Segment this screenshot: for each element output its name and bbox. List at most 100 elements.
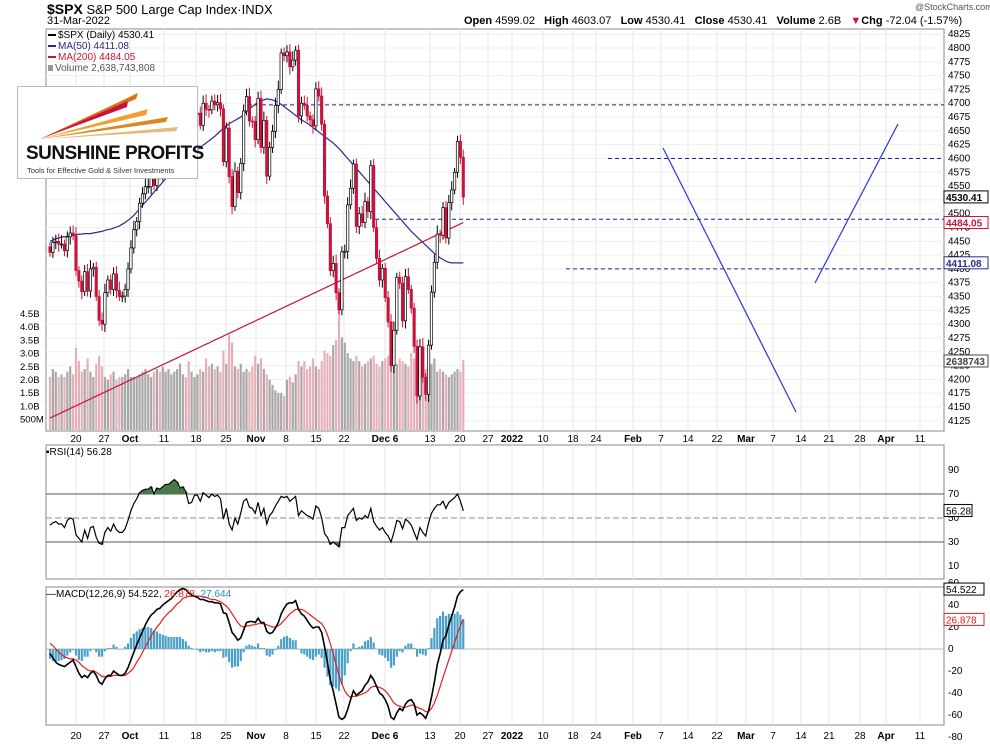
x-tick-label: 18 [190,434,202,445]
rsi-tick-label: 50 [948,513,960,524]
candle-body [366,201,370,212]
x-tick-label: 21 [823,731,835,742]
volume-bar [392,361,396,430]
macd-histogram-bar [274,649,277,651]
macd-tick-label: -40 [948,688,963,699]
macd-histogram-bar [173,636,176,649]
macd-histogram-bar [164,635,167,649]
candle-body [91,266,95,270]
macd-histogram-bar [309,649,312,659]
volume-bar [265,374,268,430]
macd-histogram-bar [335,649,338,689]
volume-bar [363,363,367,430]
candle-body [291,59,295,68]
volume-bar [335,339,338,430]
macd-histogram-bar [401,649,404,653]
macd-histogram-bar [291,640,294,649]
volume-bar [372,355,375,430]
volume-bar [453,371,456,430]
x-tick-label: Apr [877,731,894,742]
macd-histogram-bar [77,649,80,660]
x-tick-label: Mar [737,731,755,742]
candle-body [218,102,223,110]
volume-bar [184,377,187,430]
x-tick-label: 8 [283,731,289,742]
legend-volume: Volume 2,638,743,808 [48,63,155,74]
candle-body [256,97,260,141]
volume-bar [381,361,384,430]
macd-histogram-bar [251,645,254,649]
volume-tick-label: 3.0B [20,349,40,360]
volume-bar [239,363,242,430]
macd-histogram-bar [433,628,436,649]
volume-bar [306,369,309,430]
volume-bar [228,334,231,430]
candle-body [143,186,147,195]
candle-body [227,127,231,178]
volume-bar [358,361,361,430]
volume-bar [112,371,115,430]
macd-histogram-bar [363,641,367,649]
x-tick-label: Dec 6 [372,434,399,445]
volume-bar [230,342,234,430]
x-tick-label: 20 [70,731,82,742]
x-tick-label: Apr [877,434,894,445]
candle-body [386,297,390,323]
macd-histogram-bar [306,649,309,657]
macd-histogram-bar [115,646,118,649]
candle-body [334,263,338,294]
signal-value-box [943,612,985,626]
volume-bar [314,366,317,430]
price-tick-label: 4675 [948,112,971,123]
rsi-value-box [943,503,973,517]
volume-bar [462,360,465,430]
price-tick-label: 4500 [948,209,971,220]
volume-bar [242,371,245,430]
macd-histogram-bar [337,649,341,691]
macd-histogram-bar [190,647,193,649]
volume-bar [89,371,92,430]
macd-histogram-bar [436,618,439,649]
x-tick-label: 11 [159,434,170,445]
macd-histogram-bar [410,643,413,649]
macd-histogram-bar [167,636,170,649]
macd-histogram-bar [259,647,263,649]
macd-histogram-bar [384,649,387,658]
volume-bar [245,369,248,430]
price-tick-label: 4775 [948,57,971,68]
macd-tick-label: 40 [948,600,960,611]
volume-bar [262,369,265,430]
macd-histogram-bar [317,649,320,655]
candle-body [305,105,309,117]
candle-body [207,108,211,111]
price-panel-frame [45,28,945,432]
candle-body [86,271,90,292]
candle-body [97,296,101,321]
macd-value-label: 54.522 [946,585,977,596]
volume-bar [98,355,101,430]
volume-bar [329,355,332,430]
macd-histogram-bar [450,613,453,649]
macd-histogram-bar [358,646,361,649]
macd-histogram-bar [100,649,104,657]
price-tick-label: 4250 [948,347,971,358]
macd-histogram-bar [418,649,422,654]
macd-histogram-bar [150,628,153,649]
volume-bar [398,358,401,430]
volume-bar [60,374,63,430]
x-tick-label: 25 [220,731,232,742]
volume-bar [155,369,159,430]
volume-bar [421,366,424,430]
candle-body [88,268,93,292]
price-tick-label: 4300 [948,319,971,330]
candle-body [406,276,410,290]
candle-body [250,120,254,123]
volume-bar [326,353,329,430]
macd-histogram-bar [196,649,199,651]
candle-body [444,207,448,239]
volume-bar [95,363,98,430]
macd-tick-label: -20 [948,666,963,677]
volume-bar [109,374,112,430]
volume-bar [337,308,341,430]
x-tick-label: Oct [122,434,139,445]
